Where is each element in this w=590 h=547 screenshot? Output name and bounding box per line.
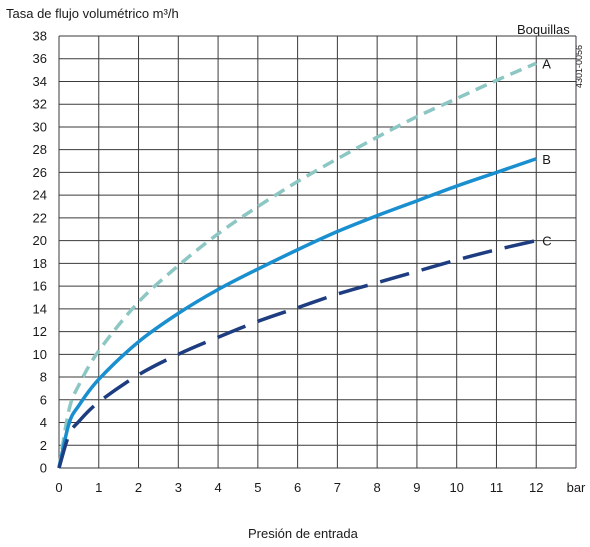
y-tick-label: 6 [40,392,47,407]
x-unit-label: bar [567,480,586,495]
y-tick-label: 36 [33,51,47,66]
legend: A B C [542,56,551,248]
series-line-b [57,157,537,469]
y-tick-label: 10 [33,347,47,362]
series-label-b: B [542,152,551,167]
x-tick-label: 5 [254,480,261,495]
series-group [57,61,537,469]
series-line-a [57,61,537,469]
y-tick-label: 30 [33,119,47,134]
x-tick-label: 0 [55,480,62,495]
y-tick-label: 38 [33,29,47,44]
y-tick-label: 14 [33,301,47,316]
legend-title: Boquillas [517,22,570,37]
y-tick-label: 8 [40,370,47,385]
y-tick-label: 12 [33,324,47,339]
tick-labels: 0 1 2 3 4 5 6 7 8 9 10 11 12 bar024681012141618202224… [33,29,587,496]
y-tick-label: 16 [33,279,47,294]
x-tick-label: 8 [374,480,381,495]
x-tick-label: 10 [449,480,463,495]
y-tick-label: 18 [33,256,47,271]
y-tick-label: 22 [33,210,47,225]
y-tick-label: 26 [33,165,47,180]
series-label-a: A [542,56,551,71]
series-label-c: C [542,234,551,249]
x-tick-label: 2 [135,480,142,495]
x-tick-label: 1 [95,480,102,495]
grid [58,35,577,469]
x-tick-label: 6 [294,480,301,495]
y-tick-label: 2 [40,438,47,453]
chart-area: 0 1 2 3 4 5 6 7 8 9 10 11 12 bar024681012141618202224… [33,29,587,496]
y-tick-label: 4 [40,415,47,430]
x-tick-label: 3 [175,480,182,495]
y-tick-label: 28 [33,142,47,157]
y-tick-label: 0 [40,461,47,476]
x-tick-label: 9 [413,480,420,495]
x-axis-label: Presión de entrada [248,526,358,541]
y-tick-label: 34 [33,74,47,89]
x-tick-label: 4 [214,480,221,495]
series-line-c [57,238,537,469]
y-tick-label: 32 [33,97,47,112]
y-axis-label: Tasa de flujo volumétrico m³/h [6,6,179,21]
x-tick-label: 11 [490,480,504,495]
x-tick-label: 7 [334,480,341,495]
y-tick-label: 24 [33,188,47,203]
y-tick-label: 20 [33,233,47,248]
x-tick-label: 12 [529,480,543,495]
